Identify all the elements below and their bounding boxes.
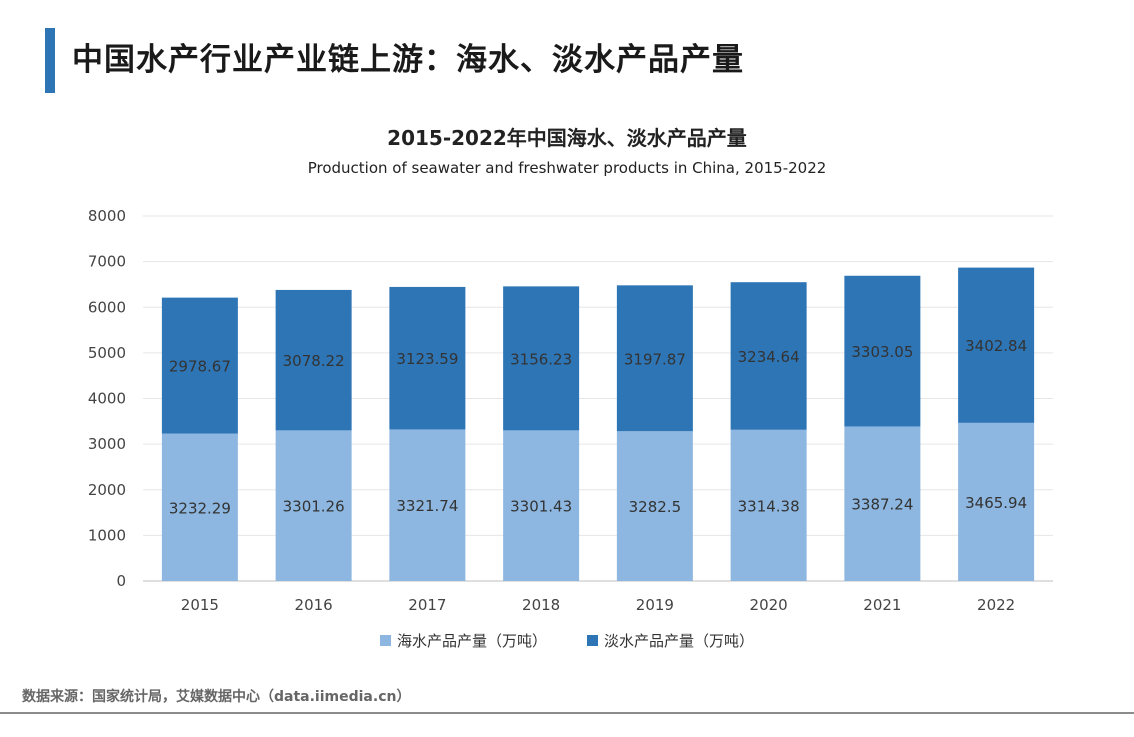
bar-seawater <box>161 433 238 581</box>
data-label-seawater: 3232.29 <box>169 499 231 517</box>
data-label-freshwater: 3303.05 <box>851 343 913 361</box>
bar-freshwater <box>503 286 580 431</box>
y-tick-label: 0 <box>116 572 126 590</box>
y-tick-label: 7000 <box>88 253 126 271</box>
x-tick-label: 2021 <box>863 596 901 614</box>
data-label-freshwater: 2978.67 <box>169 358 231 376</box>
x-tick-label: 2022 <box>977 596 1015 614</box>
bar-seawater <box>503 430 580 581</box>
data-label-seawater: 3282.5 <box>629 498 682 516</box>
data-label-freshwater: 3156.23 <box>510 350 572 368</box>
x-tick-label: 2016 <box>295 596 333 614</box>
data-label-freshwater: 3197.87 <box>624 350 686 368</box>
bar-freshwater <box>161 297 238 434</box>
data-label-seawater: 3301.26 <box>283 498 345 516</box>
title-accent-bar <box>45 28 55 93</box>
chart-legend: 海水产品产量（万吨） 淡水产品产量（万吨） <box>0 630 1134 651</box>
bar-seawater <box>389 429 466 581</box>
y-tick-label: 5000 <box>88 344 126 362</box>
bar-seawater <box>730 429 807 581</box>
data-source: 数据来源：国家统计局，艾媒数据中心（data.iimedia.cn） <box>22 689 411 705</box>
chart-title: 2015-2022年中国海水、淡水产品产量 <box>387 126 747 150</box>
data-label-seawater: 3314.38 <box>738 497 800 515</box>
bar-freshwater <box>616 285 693 432</box>
x-tick-label: 2015 <box>181 596 219 614</box>
bar-seawater <box>275 430 352 581</box>
bar-freshwater <box>389 286 466 430</box>
data-label-seawater: 3387.24 <box>851 496 913 514</box>
x-tick-label: 2019 <box>636 596 674 614</box>
x-tick-label: 2020 <box>750 596 788 614</box>
legend-item-freshwater: 淡水产品产量（万吨） <box>587 630 754 651</box>
bar-freshwater <box>958 267 1035 423</box>
legend-label-freshwater: 淡水产品产量（万吨） <box>604 632 755 650</box>
y-tick-label: 3000 <box>88 435 126 453</box>
page-title: 中国水产行业产业链上游：海水、淡水产品产量 <box>72 42 744 78</box>
bar-seawater <box>616 431 693 581</box>
bar-seawater <box>844 426 921 581</box>
y-tick-label: 1000 <box>88 526 126 544</box>
x-tick-label: 2018 <box>522 596 560 614</box>
bar-freshwater <box>844 275 921 427</box>
chart-subtitle: Production of seawater and freshwater pr… <box>307 159 827 177</box>
bar-seawater <box>958 422 1035 581</box>
data-label-freshwater: 3123.59 <box>396 350 458 368</box>
y-tick-label: 4000 <box>88 390 126 408</box>
data-label-freshwater: 3078.22 <box>283 352 345 370</box>
legend-label-seawater: 海水产品产量（万吨） <box>396 632 547 650</box>
y-tick-label: 6000 <box>88 298 126 316</box>
bar-freshwater <box>730 282 807 430</box>
y-tick-label: 2000 <box>88 481 126 499</box>
legend-swatch-seawater <box>379 635 391 646</box>
y-tick-label: 8000 <box>88 207 126 225</box>
data-label-freshwater: 3234.64 <box>738 348 800 366</box>
data-label-seawater: 3465.94 <box>965 494 1027 512</box>
data-label-freshwater: 3402.84 <box>965 337 1027 355</box>
legend-item-seawater: 海水产品产量（万吨） <box>379 630 547 651</box>
x-tick-label: 2017 <box>408 596 446 614</box>
legend-swatch-freshwater <box>587 635 598 646</box>
bottom-divider <box>0 712 1134 714</box>
bar-freshwater <box>275 289 352 431</box>
data-label-seawater: 3321.74 <box>396 497 458 515</box>
data-label-seawater: 3301.43 <box>510 498 572 516</box>
